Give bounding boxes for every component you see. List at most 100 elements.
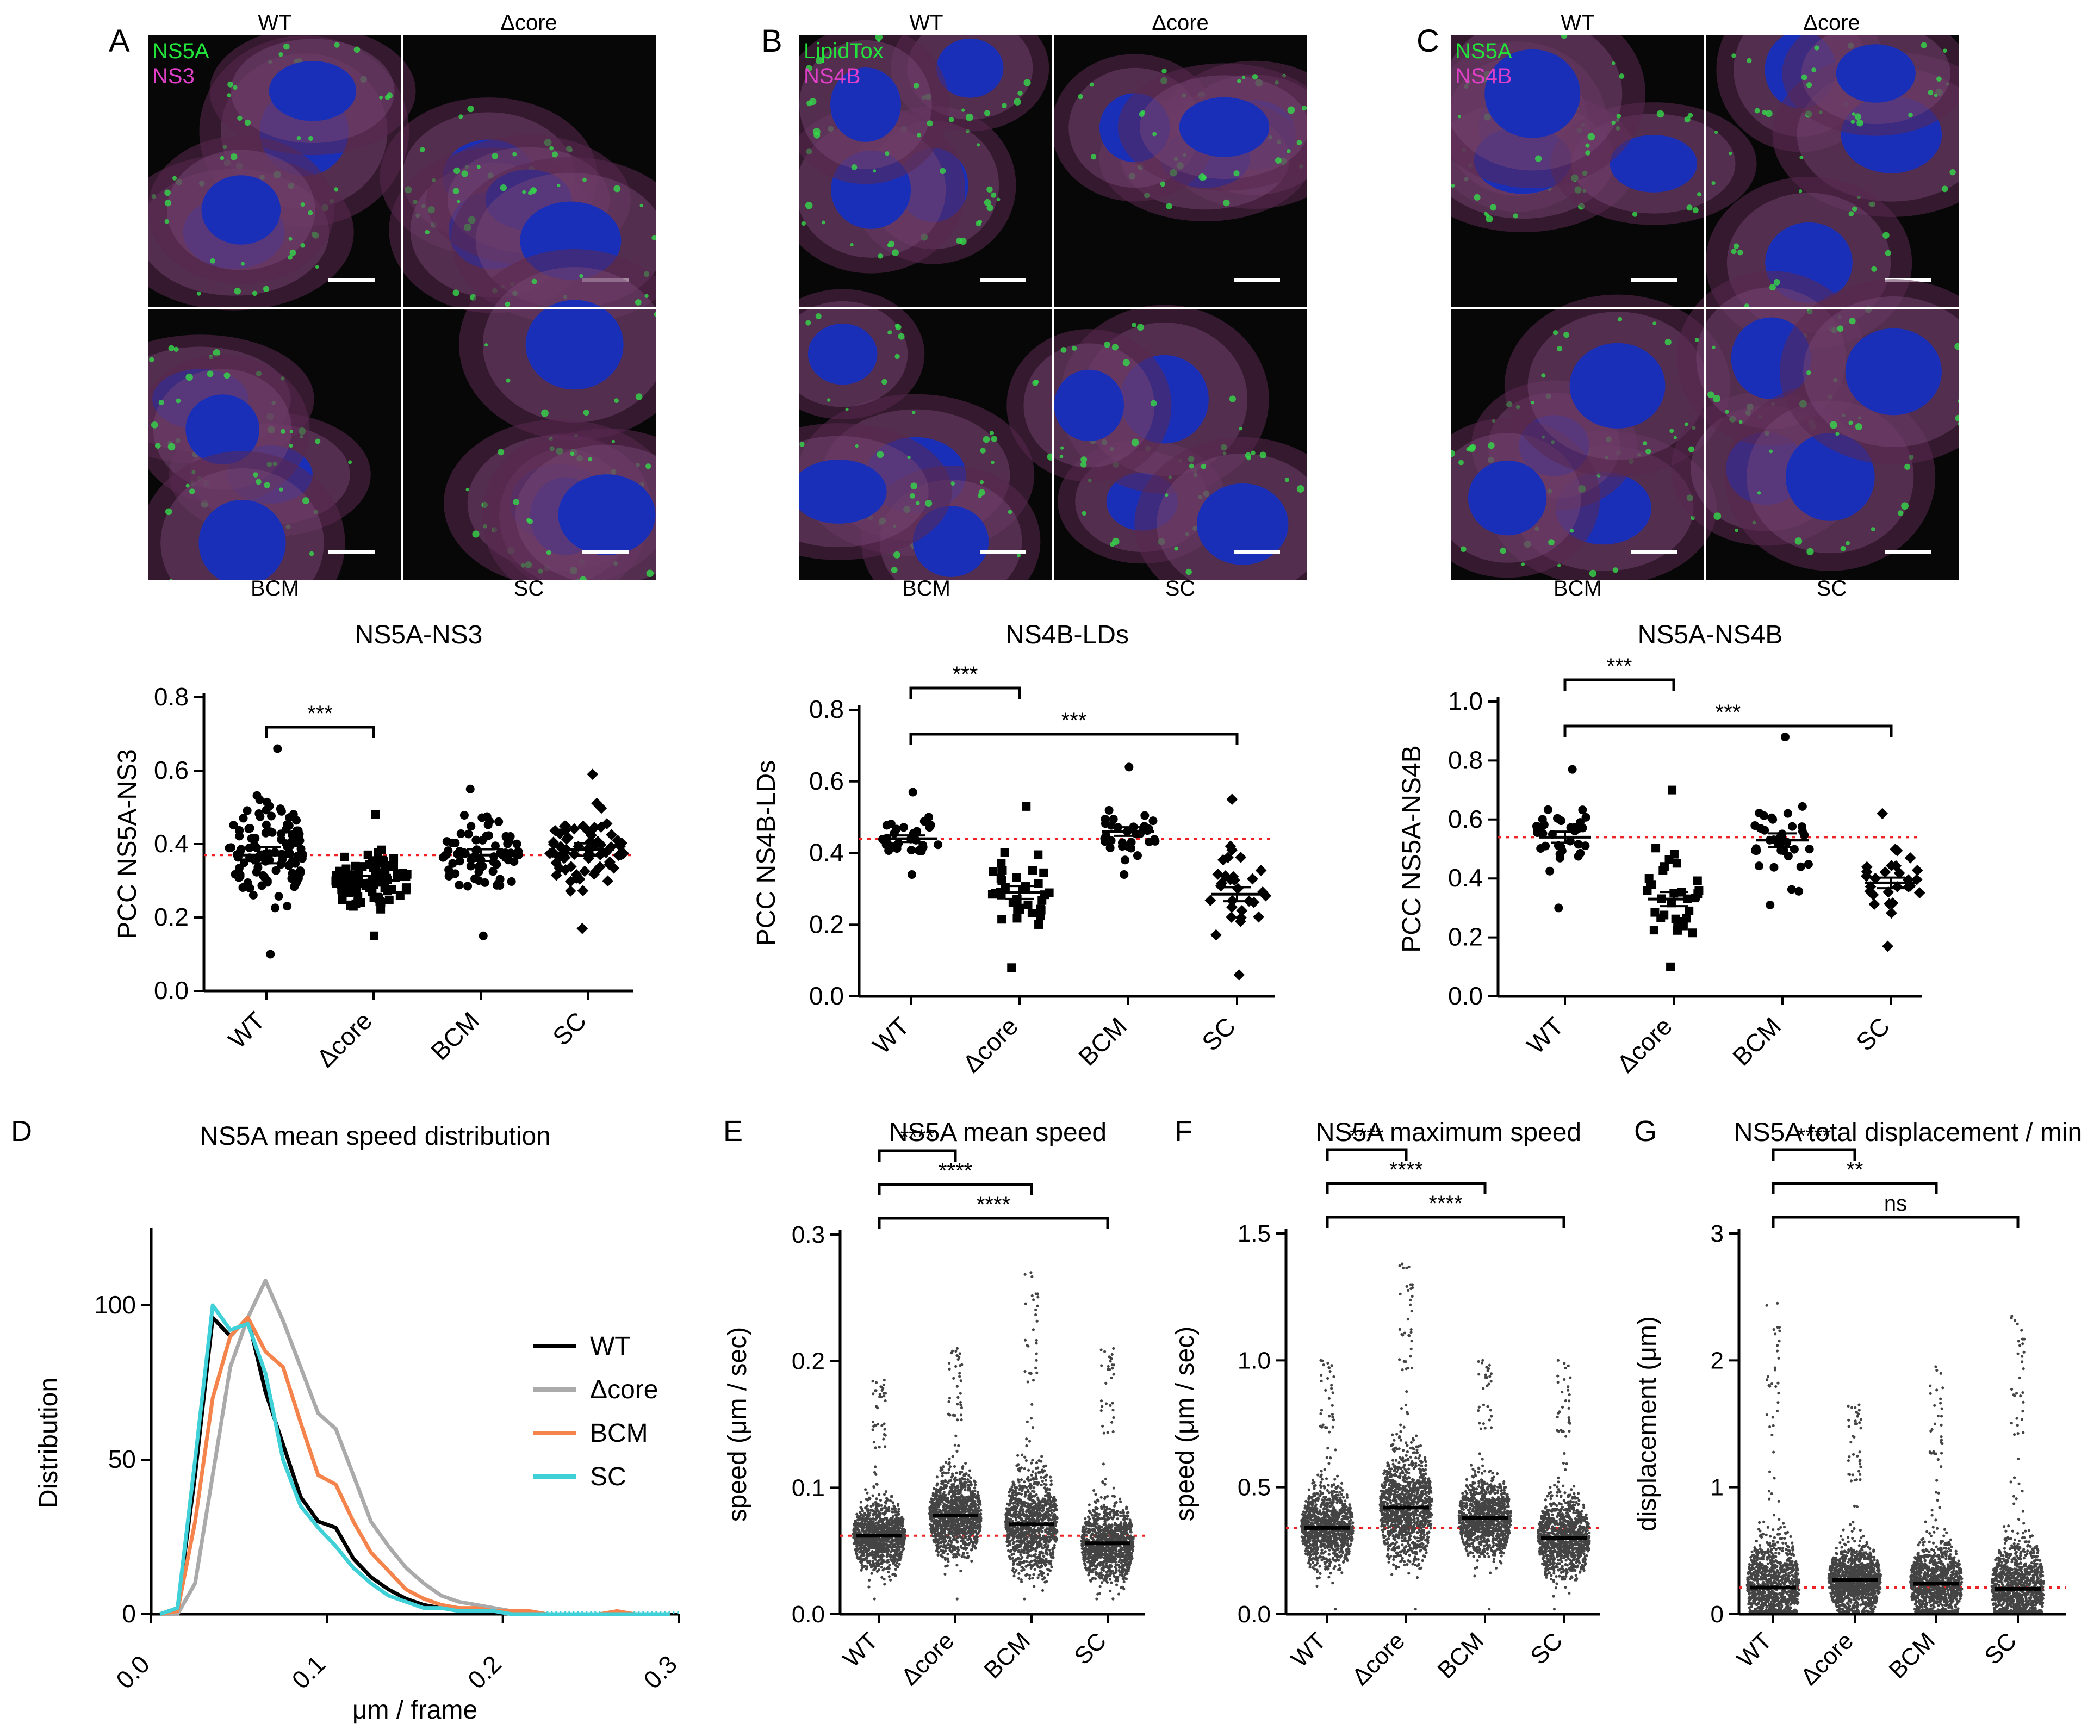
data-point — [356, 898, 365, 907]
data-point — [1016, 1454, 1020, 1457]
data-point — [1025, 1437, 1028, 1441]
data-point — [897, 1508, 900, 1511]
data-point — [956, 1418, 959, 1422]
data-point — [939, 1536, 942, 1539]
data-point — [887, 1519, 891, 1522]
y-tick-label: 0.8 — [809, 695, 844, 723]
green-puncta — [1806, 370, 1811, 375]
data-point — [873, 1597, 876, 1601]
green-puncta — [1185, 568, 1192, 575]
data-point — [1015, 903, 1024, 913]
data-point — [939, 1526, 942, 1529]
green-puncta — [1848, 211, 1854, 216]
green-puncta — [686, 529, 691, 534]
data-point — [966, 1478, 970, 1481]
data-point — [955, 1449, 959, 1453]
data-point — [1038, 1557, 1041, 1560]
green-puncta — [1296, 140, 1302, 146]
data-point — [941, 1549, 945, 1553]
data-point — [930, 1532, 934, 1535]
green-puncta — [1246, 456, 1251, 461]
data-point — [873, 1529, 877, 1533]
data-point — [1911, 864, 1923, 876]
data-point — [901, 1545, 904, 1548]
data-point — [966, 1556, 970, 1559]
data-point — [1016, 1503, 1020, 1506]
green-puncta — [353, 46, 361, 53]
green-puncta — [1251, 450, 1256, 455]
data-series-0 — [852, 1378, 907, 1601]
data-point — [960, 1488, 963, 1491]
green-puncta — [645, 463, 651, 469]
green-puncta — [1855, 423, 1862, 431]
data-point — [882, 1437, 885, 1441]
data-point — [956, 1496, 960, 1499]
green-puncta — [1259, 451, 1267, 459]
scale-bar — [328, 550, 375, 554]
data-point — [937, 1533, 940, 1536]
data-point — [1017, 1540, 1021, 1543]
data-point — [1025, 1560, 1028, 1563]
green-puncta — [753, 495, 756, 499]
data-point — [1766, 900, 1775, 909]
green-puncta — [762, 508, 768, 514]
data-point — [1007, 963, 1016, 972]
data-point — [243, 806, 252, 815]
data-point — [860, 1517, 863, 1520]
green-puncta — [1789, 0, 1795, 4]
data-point — [876, 1406, 879, 1410]
data-point — [861, 1522, 865, 1526]
data-point — [1555, 853, 1564, 863]
data-point — [952, 1499, 955, 1502]
green-puncta — [289, 430, 293, 433]
data-point — [1012, 873, 1021, 882]
data-point — [883, 1506, 886, 1509]
green-puncta — [775, 524, 780, 528]
data-point — [863, 1539, 867, 1542]
nucleus — [1468, 460, 1547, 536]
data-point — [1755, 809, 1764, 818]
data-point — [442, 837, 451, 846]
green-puncta — [639, 203, 643, 207]
data-point — [456, 829, 465, 838]
data-point — [897, 1528, 900, 1532]
data-point — [944, 1565, 947, 1568]
green-puncta — [1017, 90, 1023, 96]
data-point — [954, 1349, 958, 1353]
green-puncta — [1871, 266, 1877, 272]
data-point — [973, 1489, 977, 1493]
data-point — [292, 816, 301, 825]
green-puncta — [1955, 414, 1959, 422]
green-puncta — [1229, 395, 1237, 402]
bracket-line — [1563, 724, 1893, 737]
data-point — [1053, 1546, 1056, 1549]
data-point — [1015, 1464, 1018, 1467]
data-point — [872, 1512, 875, 1516]
green-puncta — [154, 443, 161, 449]
data-point — [937, 1551, 940, 1554]
significance-label: *** — [1607, 654, 1632, 678]
data-point — [870, 1572, 873, 1575]
data-point — [979, 1509, 983, 1512]
data-point — [564, 885, 576, 897]
data-point — [966, 1552, 969, 1555]
data-point — [972, 1492, 975, 1495]
data-point — [867, 1527, 870, 1531]
data-point — [880, 1531, 884, 1534]
green-puncta — [500, 184, 507, 191]
green-puncta — [476, 165, 481, 169]
green-puncta — [579, 274, 583, 278]
green-puncta — [1898, 510, 1904, 516]
green-puncta — [1697, 192, 1702, 197]
green-puncta — [822, 220, 826, 225]
green-puncta — [505, 301, 511, 307]
green-puncta — [570, 451, 575, 456]
green-puncta — [1617, 317, 1623, 322]
data-point — [969, 1493, 973, 1497]
data-point — [1015, 1505, 1018, 1509]
data-point — [271, 866, 281, 875]
green-puncta — [1871, 527, 1875, 531]
data-point — [1030, 1461, 1033, 1465]
